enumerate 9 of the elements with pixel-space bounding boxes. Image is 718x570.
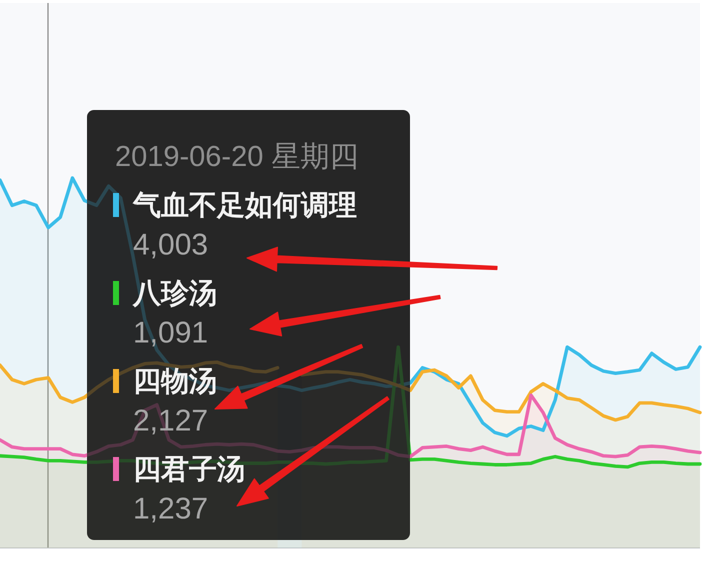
legend-label: 四物汤 xyxy=(133,366,217,396)
annotation: 4,003 xyxy=(133,228,208,262)
legend-title: 2019-06-20 星期四 xyxy=(115,141,358,173)
legend-label: 八珍汤 xyxy=(132,278,217,308)
legend-label: 四君子汤 xyxy=(133,454,245,484)
annotation: 1,237 xyxy=(133,492,208,526)
legend-label: 气血不足如何调理 xyxy=(132,190,357,220)
annotation: 1,091 xyxy=(133,316,208,350)
annotation: 2,127 xyxy=(133,404,208,438)
